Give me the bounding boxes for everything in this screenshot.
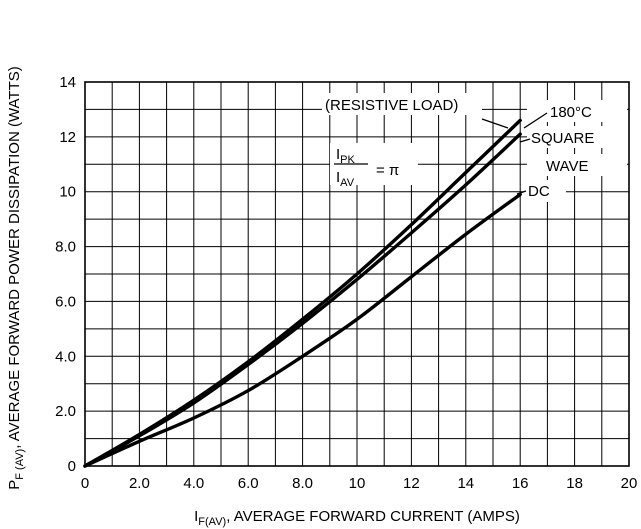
- y-tick-label: 2.0: [55, 403, 76, 420]
- x-tick-label: 20: [621, 475, 638, 492]
- degree-180-leader: [523, 112, 548, 129]
- x-tick-label: 16: [512, 475, 529, 492]
- resistive-load-label: (RESISTIVE LOAD): [325, 97, 458, 114]
- square-leader: [519, 138, 531, 143]
- ipk-sub: PK: [340, 154, 355, 166]
- x-tick-label: 8.0: [292, 475, 313, 492]
- iav-main: I: [336, 169, 340, 186]
- y-axis-label-rest: , AVERAGE FORWARD POWER DISSIPATION (WAT…: [6, 66, 23, 449]
- plot-frame: [84, 81, 630, 467]
- x-axis-label: IF(AV), AVERAGE FORWARD CURRENT (AMPS): [194, 508, 520, 528]
- annotation-background: [322, 93, 482, 115]
- iav-sub: AV: [340, 177, 355, 189]
- annotation-background: [524, 180, 566, 202]
- y-tick-label: 8.0: [55, 239, 76, 256]
- curves: [83, 118, 522, 468]
- annotation-background: [527, 126, 629, 148]
- x-tick-label: 0: [81, 475, 89, 492]
- y-tick-label: 14: [59, 74, 76, 91]
- dc-leader: [516, 190, 527, 195]
- dc-curve: [83, 192, 522, 468]
- x-axis-label-sub: F(AV): [198, 516, 226, 528]
- square-wave-180-curve: [83, 132, 522, 468]
- equals-pi-label: = π: [376, 162, 399, 179]
- y-tick-label: 12: [59, 129, 76, 146]
- x-tick-labels: 0 2.0 4.0 6.0 8.0 10 12 14 16 18 20: [81, 475, 638, 492]
- annotation-background: [527, 154, 627, 176]
- dc-label: DC: [528, 183, 550, 200]
- y-axis-label-sub: F (AV): [14, 449, 26, 480]
- x-tick-label: 4.0: [183, 475, 204, 492]
- iav-label: IAV: [336, 169, 355, 189]
- x-tick-label: 10: [349, 475, 366, 492]
- wave-label: WAVE: [546, 158, 589, 175]
- y-tick-label: 10: [59, 184, 76, 201]
- x-axis-label-rest: , AVERAGE FORWARD CURRENT (AMPS): [226, 508, 520, 525]
- degree-180-label: 180°C: [550, 104, 592, 121]
- y-tick-label: 0: [68, 458, 76, 475]
- x-tick-label: 2.0: [129, 475, 150, 492]
- x-axis-label-main: I: [194, 508, 198, 525]
- x-tick-label: 14: [457, 475, 474, 492]
- annotations: (RESISTIVE LOAD) 180°C SQUARE WAVE DC IP…: [325, 97, 594, 200]
- y-axis-label-main: P: [6, 480, 23, 490]
- annotation-background: [527, 100, 627, 122]
- y-tick-label: 4.0: [55, 348, 76, 365]
- ipk-main: I: [336, 146, 340, 163]
- x-tick-label: 12: [403, 475, 420, 492]
- x-tick-label: 18: [566, 475, 583, 492]
- square-label: SQUARE: [531, 130, 594, 147]
- y-tick-label: 6.0: [55, 293, 76, 310]
- y-tick-labels: 0 2.0 4.0 6.0 8.0 10 12 14: [55, 74, 76, 475]
- ipk-label: IPK: [336, 146, 356, 166]
- x-tick-label: 6.0: [238, 475, 259, 492]
- y-axis-label: PF (AV), AVERAGE FORWARD POWER DISSIPATI…: [6, 66, 26, 490]
- resistive-load-leader: [481, 118, 509, 129]
